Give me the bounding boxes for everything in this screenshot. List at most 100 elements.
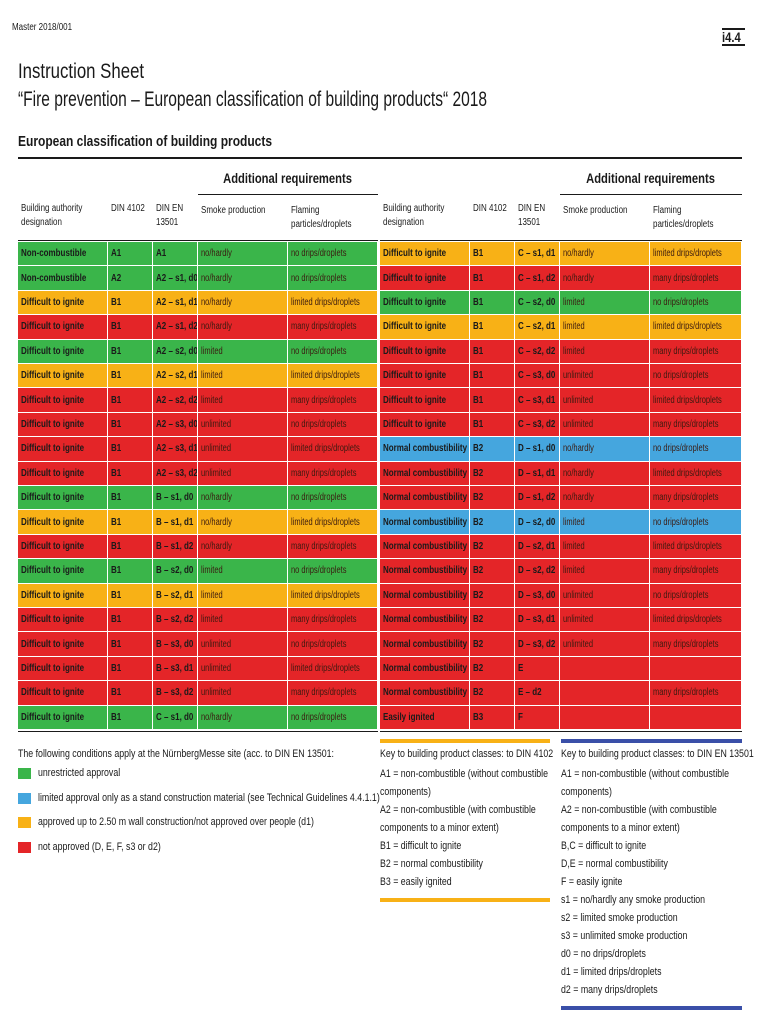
cell-flaming-droplets: many drips/droplets	[288, 388, 378, 413]
cell-din-4102: B1	[108, 705, 153, 730]
cell-text: C – s3, d1	[518, 394, 556, 406]
cell-flaming-droplets: limited drips/droplets	[650, 608, 742, 633]
cell-din-en-13501: D – s1, d2	[515, 486, 560, 511]
cell-din-4102: B1	[470, 290, 515, 316]
cell-text: Difficult to ignite	[21, 296, 85, 308]
cell-designation: Difficult to ignite	[18, 461, 108, 486]
cell-flaming-droplets: no drips/droplets	[650, 290, 742, 316]
condition-swatch	[18, 792, 31, 804]
key-entry: F = easily ignite	[561, 876, 623, 888]
cell-text: Difficult to ignite	[383, 370, 447, 382]
cell-text: C – s1, d0	[156, 711, 194, 723]
cell-text: limited	[563, 540, 585, 552]
key-entry: B2 = normal combustibility	[380, 858, 483, 870]
cell-text: limited	[563, 565, 585, 577]
cell-smoke-production	[560, 656, 650, 682]
cell-din-4102: B2	[470, 461, 515, 486]
column-header: DIN EN 13501	[518, 203, 546, 228]
cell-text: Difficult to ignite	[21, 492, 85, 504]
key-bar	[380, 898, 550, 902]
cell-flaming-droplets: many drips/droplets	[288, 315, 378, 340]
cell-din-en-13501: C – s2, d1	[515, 315, 560, 340]
cell-din-4102: B1	[470, 242, 515, 267]
cell-din-4102: B2	[470, 510, 515, 535]
cell-din-4102: B2	[470, 534, 515, 560]
cell-designation: Difficult to ignite	[18, 583, 108, 608]
cell-designation: Normal combustibility	[380, 510, 470, 535]
key-entry: B,C = difficult to ignite	[561, 840, 647, 852]
cell-text: limited drips/droplets	[653, 321, 722, 333]
cell-smoke-production: unlimited	[560, 388, 650, 413]
header-rule	[380, 240, 742, 241]
cell-flaming-droplets	[650, 656, 742, 682]
cell-din-en-13501: D – s2, d1	[515, 534, 560, 560]
cell-din-en-13501: B – s1, d1	[153, 510, 198, 535]
cell-text: Difficult to ignite	[383, 321, 447, 333]
cell-text: Normal combustibility	[383, 492, 468, 504]
cell-smoke-production: limited	[560, 290, 650, 316]
cell-flaming-droplets: limited drips/droplets	[288, 510, 378, 535]
cell-din-en-13501: C – s1, d0	[153, 705, 198, 730]
cell-flaming-droplets: limited drips/droplets	[650, 461, 742, 486]
cell-designation: Difficult to ignite	[380, 290, 470, 316]
cell-text: B1	[111, 492, 122, 504]
cell-text: A1	[111, 248, 122, 260]
cell-smoke-production: limited	[560, 315, 650, 340]
cell-din-4102: B1	[108, 583, 153, 608]
bottom-rule	[18, 731, 378, 732]
cell-text: no/hardly	[201, 492, 232, 504]
cell-text: A2 – s3, d1	[156, 443, 198, 455]
column-header: DIN EN 13501	[156, 203, 184, 228]
cell-smoke-production: no/hardly	[198, 510, 288, 535]
master-text: Master 2018/001	[12, 22, 73, 33]
cell-text: B2	[473, 467, 484, 479]
condition-label: approved up to 2.50 m wall construction/…	[38, 816, 314, 828]
cell-text: no/hardly	[201, 516, 232, 528]
cell-text: no drips/droplets	[291, 345, 347, 357]
cell-text: B2	[473, 443, 484, 455]
cell-text: Difficult to ignite	[383, 248, 447, 260]
rule	[18, 157, 742, 159]
cell-text: B1	[111, 565, 122, 577]
cell-smoke-production: no/hardly	[560, 242, 650, 267]
cell-text: many drips/droplets	[653, 565, 719, 577]
cell-flaming-droplets: many drips/droplets	[288, 608, 378, 633]
cell-din-en-13501: D – s3, d0	[515, 583, 560, 608]
cell-text: limited drips/droplets	[291, 662, 360, 674]
cell-din-en-13501: B – s1, d2	[153, 534, 198, 560]
cell-text: B – s3, d0	[156, 638, 194, 650]
cell-flaming-droplets: no drips/droplets	[650, 364, 742, 389]
cell-flaming-droplets: limited drips/droplets	[288, 290, 378, 316]
cell-designation: Normal combustibility	[380, 632, 470, 657]
group-header-text: Additional requirements	[223, 170, 353, 186]
column-header: Smoke production	[201, 205, 266, 216]
cell-flaming-droplets: many drips/droplets	[650, 266, 742, 291]
cell-flaming-droplets: many drips/droplets	[288, 534, 378, 560]
cell-din-en-13501: B – s2, d1	[153, 583, 198, 608]
cell-text: limited	[201, 589, 223, 601]
cell-flaming-droplets: many drips/droplets	[288, 681, 378, 706]
cell-smoke-production: no/hardly	[560, 266, 650, 291]
key-entry: A1 = non-combustible (without combustibl…	[561, 768, 730, 798]
cell-designation: Easily ignited	[380, 705, 470, 730]
cell-text: A2 – s2, d1	[156, 370, 198, 382]
cell-text: B – s3, d2	[156, 687, 194, 699]
cell-designation: Difficult to ignite	[380, 315, 470, 340]
key-entry: B3 = easily ignited	[380, 876, 452, 888]
cell-designation: Difficult to ignite	[18, 290, 108, 316]
cell-flaming-droplets: limited drips/droplets	[288, 437, 378, 462]
conditions-intro: The following conditions apply at the Nü…	[18, 748, 334, 760]
cell-din-en-13501: B – s3, d1	[153, 656, 198, 682]
cell-din-4102: B1	[108, 486, 153, 511]
cell-din-4102: B1	[470, 315, 515, 340]
cell-din-4102: B1	[108, 412, 153, 438]
cell-text: Normal combustibility	[383, 614, 468, 626]
cell-text: B2	[473, 687, 484, 699]
column-header: Building authority designation	[21, 203, 83, 228]
cell-text: B1	[111, 296, 122, 308]
cell-text: limited	[201, 345, 223, 357]
cell-text: no drips/droplets	[291, 272, 347, 284]
cell-din-4102: B2	[470, 656, 515, 682]
cell-text: limited drips/droplets	[291, 296, 360, 308]
key-bar	[561, 1006, 742, 1010]
